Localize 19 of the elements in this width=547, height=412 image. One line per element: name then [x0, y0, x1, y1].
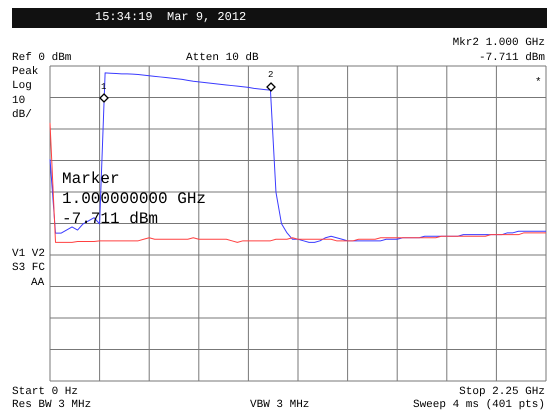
text: Res BW 3 MHz — [12, 399, 92, 412]
text: Mkr2 1.000 GHz — [452, 37, 545, 50]
text: AA — [31, 277, 44, 290]
text: 10 — [12, 95, 26, 108]
text: Ref 0 dBm — [12, 52, 72, 64]
text: V1 V2 — [12, 248, 46, 260]
text: Peak — [12, 66, 38, 78]
text: 15:34:19 Mar 9, 2012 — [95, 10, 246, 24]
text: VBW 3 MHz — [250, 399, 310, 412]
text: Log — [12, 80, 32, 92]
text: Start 0 Hz — [12, 386, 78, 398]
text: S3 FC — [12, 262, 46, 274]
text: Stop 2.25 GHz — [459, 386, 545, 398]
annotation: 2 — [268, 70, 274, 81]
annotation: * — [535, 77, 542, 90]
text: dB/ — [12, 109, 32, 122]
text: -7.711 dBm — [478, 52, 545, 64]
text: Atten 10 dB — [186, 52, 259, 64]
text: Sweep 4 ms (401 pts) — [412, 399, 545, 412]
